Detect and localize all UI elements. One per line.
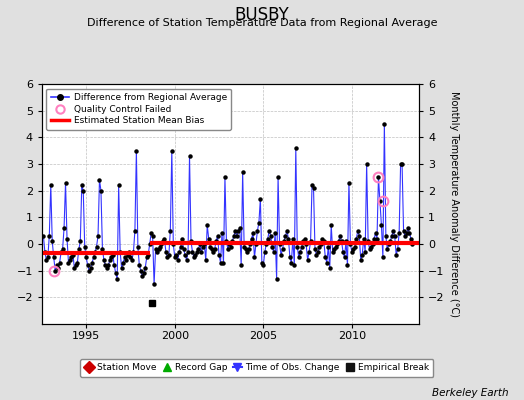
Y-axis label: Monthly Temperature Anomaly Difference (°C): Monthly Temperature Anomaly Difference (… <box>449 91 459 317</box>
Legend: Difference from Regional Average, Quality Control Failed, Estimated Station Mean: Difference from Regional Average, Qualit… <box>47 88 231 130</box>
Text: BUSBY: BUSBY <box>235 6 289 24</box>
Text: Berkeley Earth: Berkeley Earth <box>432 388 508 398</box>
Text: Difference of Station Temperature Data from Regional Average: Difference of Station Temperature Data f… <box>87 18 437 28</box>
Legend: Station Move, Record Gap, Time of Obs. Change, Empirical Break: Station Move, Record Gap, Time of Obs. C… <box>80 359 433 377</box>
